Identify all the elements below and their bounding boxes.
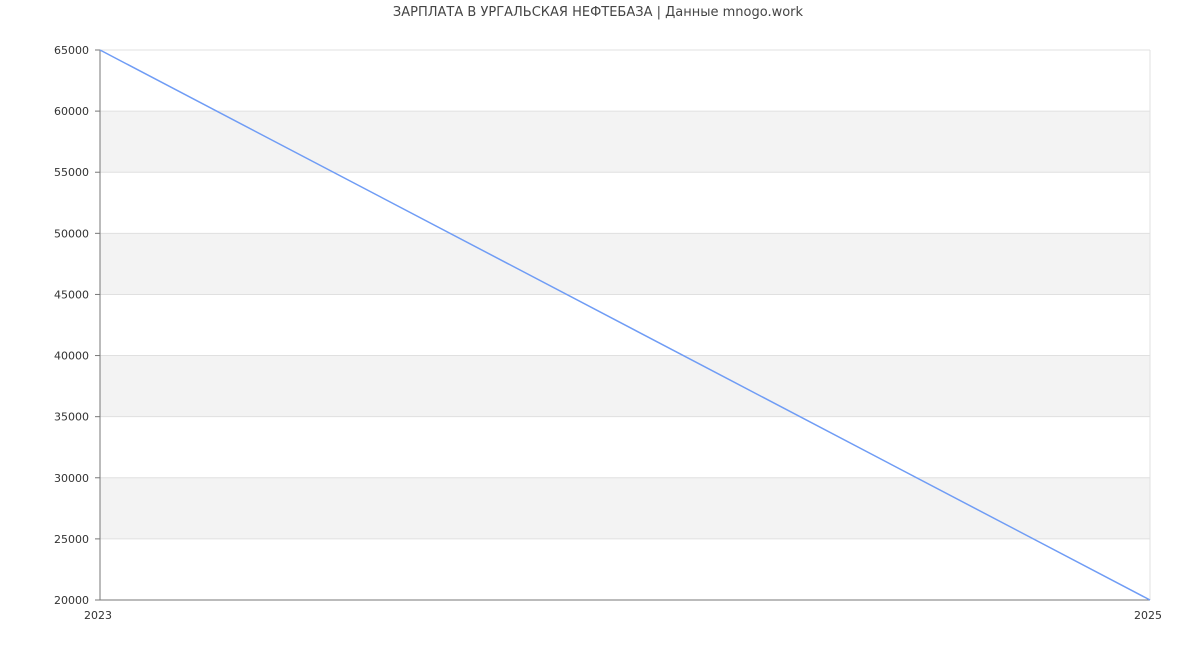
y-tick-label: 65000	[54, 44, 89, 57]
y-tick-label: 30000	[54, 472, 89, 485]
x-tick-label: 2025	[1134, 609, 1162, 622]
y-tick-label: 55000	[54, 166, 89, 179]
grid-band	[100, 478, 1150, 539]
y-tick-label: 35000	[54, 411, 89, 424]
y-tick-label: 45000	[54, 288, 89, 301]
grid-band	[100, 356, 1150, 417]
y-tick-label: 50000	[54, 227, 89, 240]
chart-title: ЗАРПЛАТА В УРГАЛЬСКАЯ НЕФТЕБАЗА | Данные…	[393, 5, 804, 20]
y-tick-label: 25000	[54, 533, 89, 546]
y-tick-label: 40000	[54, 350, 89, 363]
grid-band	[100, 233, 1150, 294]
y-tick-label: 60000	[54, 105, 89, 118]
x-tick-label: 2023	[84, 609, 112, 622]
y-tick-label: 20000	[54, 594, 89, 607]
grid-band	[100, 111, 1150, 172]
